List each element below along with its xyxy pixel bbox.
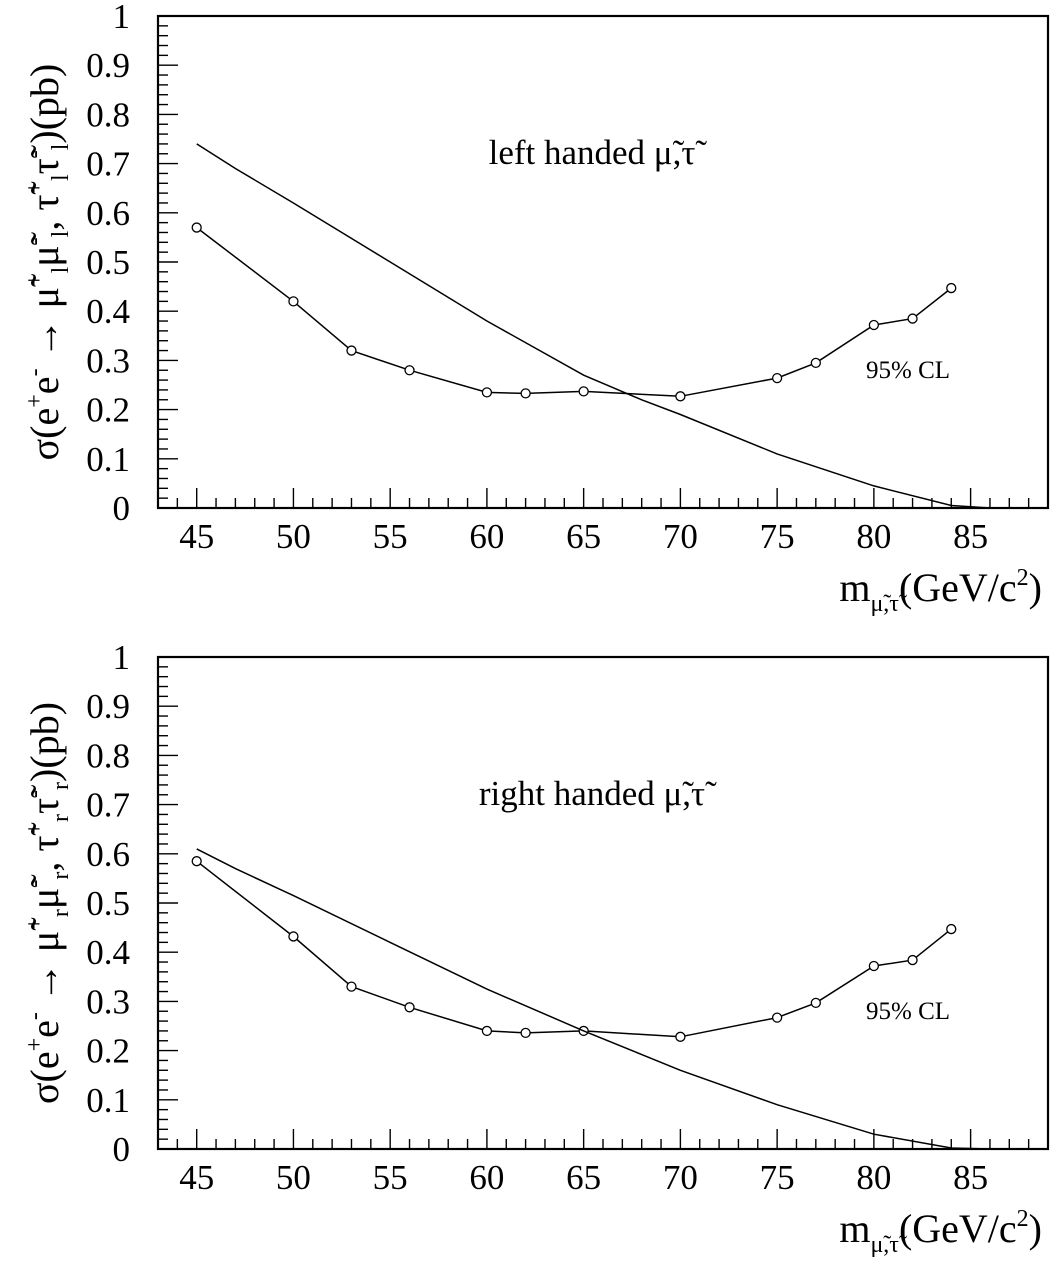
y-tick-label: 0.4 (86, 292, 130, 331)
panel-label: left handed μ̃,τ̃ (489, 133, 708, 172)
data-point (868, 319, 880, 331)
data-point (191, 856, 202, 867)
x-tick-label: 55 (373, 517, 408, 556)
y-tick-label: 0.6 (86, 835, 130, 874)
plot-frame (156, 655, 1050, 1151)
x-tick-label: 75 (760, 1158, 795, 1197)
y-tick-label: 0.2 (86, 391, 130, 430)
y-tick-label: 0.5 (86, 243, 130, 282)
data-point (907, 954, 918, 966)
y-tick-label: 0 (113, 1130, 131, 1169)
data-point (288, 296, 299, 307)
limit-curve (196, 860, 952, 1038)
data-point (675, 391, 686, 402)
y-tick-label: 0.1 (86, 440, 130, 479)
x-tick-label: 85 (953, 1158, 988, 1197)
chart-panel-2: 45 50 55 60 65 70 75 80 85 0 0.1 0.2 0.3 0.4 0.5 0.6 0.7… (22, 638, 1050, 1258)
x-tick-label: 85 (953, 517, 988, 556)
x-tick-label: 60 (469, 1158, 504, 1197)
data-point (946, 923, 957, 935)
x-tick-label: 70 (663, 1158, 698, 1197)
y-tick-label: 0.7 (86, 145, 130, 184)
data-point (675, 1031, 686, 1042)
x-axis-title: mμ̃,τ̃(GeV/c2) (839, 1206, 1042, 1258)
panel-label: right handed μ̃,τ̃ (479, 774, 717, 813)
y-tick-label: 0.7 (86, 786, 130, 825)
data-point (404, 365, 415, 376)
confidence-level-label: 95% CL (866, 998, 950, 1025)
data-point (481, 387, 493, 398)
y-tick-label: 0.9 (86, 687, 130, 726)
x-tick-label: 60 (469, 517, 504, 556)
y-tick-label: 0.4 (86, 933, 130, 972)
x-tick-label: 50 (276, 517, 311, 556)
theory-curve (196, 848, 991, 1150)
x-tick-label: 70 (663, 517, 698, 556)
data-point (346, 981, 357, 992)
y-tick-label: 0.8 (86, 95, 130, 134)
y-axis-title: σ(e+e- → μ̃+lμ̃-l, τ̃+lτ̃-l)(pb) (22, 64, 74, 461)
data-point (810, 357, 821, 369)
x-tick-label: 45 (179, 517, 214, 556)
data-point (868, 960, 880, 972)
confidence-level-label: 95% CL (866, 357, 950, 384)
data-point (771, 1012, 783, 1023)
x-tick-label: 80 (856, 1158, 891, 1197)
data-point (520, 388, 531, 399)
y-axis-title: σ(e+e- → μ̃+rμ̃-r, τ̃+rτ̃-r)(pb) (22, 702, 74, 1104)
y-tick-label: 0.8 (86, 736, 130, 775)
theory-curve (196, 143, 991, 509)
data-point (481, 1025, 493, 1037)
data-point (404, 1002, 415, 1013)
x-tick-label: 65 (566, 1158, 601, 1197)
x-tick-label: 65 (566, 517, 601, 556)
y-tick-label: 1 (113, 638, 131, 677)
x-axis-title: mμ̃,τ̃(GeV/c2) (839, 565, 1042, 617)
y-tick-label: 0.5 (86, 884, 130, 923)
x-tick-label: 80 (856, 517, 891, 556)
plot-frame (156, 14, 1050, 510)
x-tick-label: 50 (276, 1158, 311, 1197)
y-tick-label: 0.3 (86, 341, 130, 380)
x-tick-label: 45 (179, 1158, 214, 1197)
data-point (191, 222, 202, 233)
data-point (346, 345, 357, 356)
data-point (771, 372, 783, 384)
y-tick-label: 0.9 (86, 46, 130, 85)
x-tick-label: 55 (373, 1158, 408, 1197)
data-point (907, 313, 918, 324)
y-tick-label: 0.6 (86, 194, 130, 233)
y-tick-label: 1 (113, 0, 131, 36)
data-point (520, 1027, 531, 1039)
x-tick-label: 75 (760, 517, 795, 556)
chart-panel-1: 45 50 55 60 65 70 75 80 85 0 0.1 0.2 0.3 0.4 0.5 0.6 0.7… (22, 0, 1050, 617)
y-tick-label: 0.3 (86, 982, 130, 1021)
data-point (810, 997, 821, 1009)
data-point (578, 386, 589, 397)
data-point (288, 931, 299, 942)
y-tick-label: 0.1 (86, 1081, 130, 1120)
limit-curve (196, 227, 952, 398)
y-tick-label: 0 (113, 489, 131, 528)
data-point (946, 282, 957, 294)
y-tick-label: 0.2 (86, 1032, 130, 1071)
